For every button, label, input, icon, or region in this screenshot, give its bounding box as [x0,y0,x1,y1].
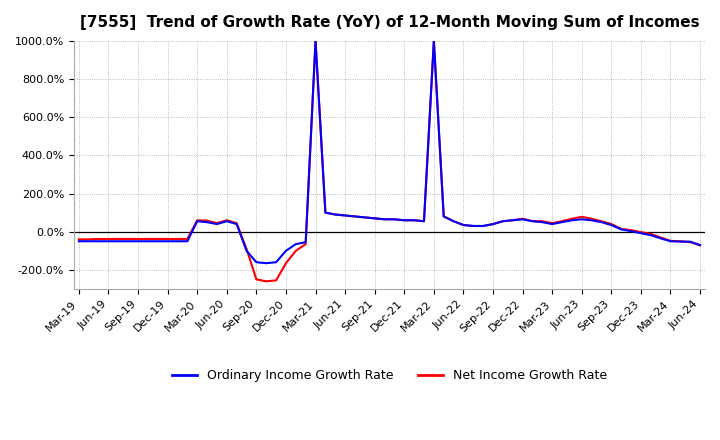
Title: [7555]  Trend of Growth Rate (YoY) of 12-Month Moving Sum of Incomes: [7555] Trend of Growth Rate (YoY) of 12-… [80,15,699,30]
Legend: Ordinary Income Growth Rate, Net Income Growth Rate: Ordinary Income Growth Rate, Net Income … [166,364,612,387]
